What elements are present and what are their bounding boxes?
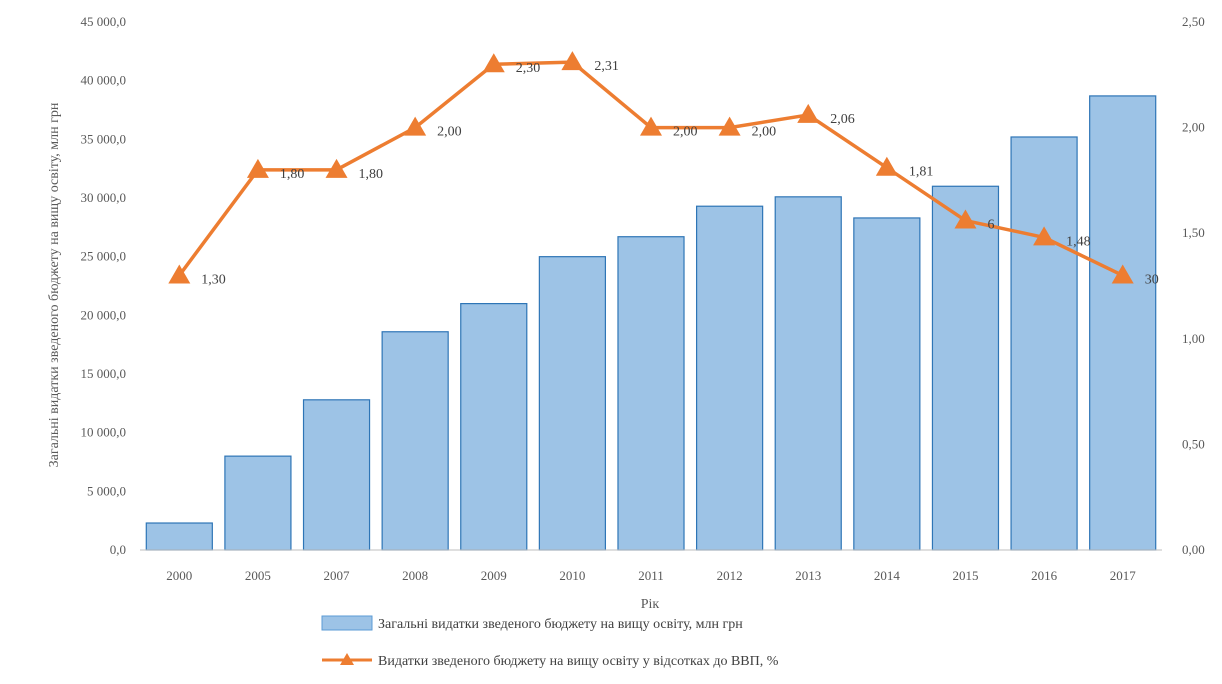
y2-tick-label: 0,00 [1182,542,1205,557]
y-tick-label: 10 000,0 [81,425,127,440]
bar [695,205,764,551]
legend-line-label: Видатки зведеного бюджету на вищу освіту… [378,654,779,669]
x-tick-label: 2008 [402,568,428,583]
line-marker [482,53,505,73]
line-marker [875,156,898,176]
x-tick-label: 2009 [481,568,507,583]
y-tick-label: 0,0 [110,542,126,557]
x-tick-label: 2011 [638,568,664,583]
bar [1089,95,1157,551]
x-tick-label: 2010 [559,568,585,583]
line-marker [1033,226,1056,246]
line-marker [1111,264,1134,284]
line-marker [404,116,427,136]
bar [302,399,371,551]
y-tick-label: 15 000,0 [81,366,127,381]
line-marker [954,209,977,229]
x-axis-title: Рік [641,597,660,612]
bar [774,196,842,551]
bar [460,303,528,551]
y2-tick-label: 2,50 [1182,14,1205,29]
legend-line-marker [340,653,354,665]
bar [381,331,449,551]
line-marker [561,51,584,71]
x-tick-label: 2005 [245,568,271,583]
bar [145,522,213,551]
y-tick-label: 40 000,0 [81,73,127,88]
y-tick-label: 20 000,0 [81,307,127,322]
x-axis: 2000 2005 2007 2008 2009 2010 2011 2012 2013 2014… [166,568,1136,583]
y2-tick-label: 1,00 [1182,331,1205,346]
x-tick-label: 2017 [1110,568,1137,583]
line-marker [640,116,662,136]
y-tick-label: 45 000,0 [81,14,127,29]
line-marker [325,158,348,178]
line-data-label: 1,80 [280,167,305,182]
line-data-label: 6 [987,218,994,233]
line-data-label: 2,06 [830,112,855,127]
line-marker [718,116,741,136]
line-data-label: 2,00 [673,125,698,140]
y2-tick-label: 1,50 [1182,225,1205,240]
bar [538,256,607,551]
x-tick-label: 2007 [324,568,351,583]
line-marker [246,158,269,178]
y-tick-label: 5 000,0 [87,483,126,498]
bar [931,185,1000,551]
line-marker [168,264,191,284]
bar [224,455,292,551]
line-data-label: 2,00 [437,125,462,140]
legend: Загальні видатки зведеного бюджету на ви… [321,615,779,669]
line-data-label: 30 [1145,272,1159,287]
line-data-label: 1,48 [1066,234,1091,249]
y-axis-title: Загальні видатки зведеного бюджету на ви… [47,102,62,467]
line-data-labels: 1,30 1,80 1,80 2,00 2,30 2,31 2,00 2,00 2,06 1,81… [201,59,1158,287]
x-tick-label: 2012 [717,568,743,583]
y-tick-label: 30 000,0 [81,190,127,205]
y-tick-label: 25 000,0 [81,249,127,264]
x-tick-label: 2000 [166,568,192,583]
x-tick-label: 2016 [1031,568,1058,583]
y-tick-label: 35 000,0 [81,131,127,146]
y-axis-right: 0,00 0,50 1,00 1,50 2,00 2,50 [1182,14,1205,557]
y2-tick-label: 0,50 [1182,436,1205,451]
x-tick-label: 2014 [874,568,901,583]
x-tick-label: 2013 [795,568,821,583]
line-data-label: 2,30 [516,61,541,76]
bar [1010,136,1078,551]
line-data-label: 2,31 [594,59,619,74]
x-tick-label: 2015 [952,568,978,583]
line-data-label: 1,81 [909,165,934,180]
line-data-label: 1,30 [201,272,226,287]
line-series [168,51,1134,284]
legend-bar-swatch [321,615,373,631]
line-data-label: 1,80 [359,167,384,182]
line-data-label: 2,00 [752,125,777,140]
y-axis-left: 0,0 5 000,0 10 000,0 15 000,0 20 000,0 25 000… [81,14,127,557]
legend-bar-label: Загальні видатки зведеного бюджету на ви… [378,617,743,632]
bar [617,236,685,551]
line-marker [797,103,820,123]
bar [853,217,921,551]
y2-tick-label: 2,00 [1182,120,1205,135]
bar-series [140,95,1162,551]
